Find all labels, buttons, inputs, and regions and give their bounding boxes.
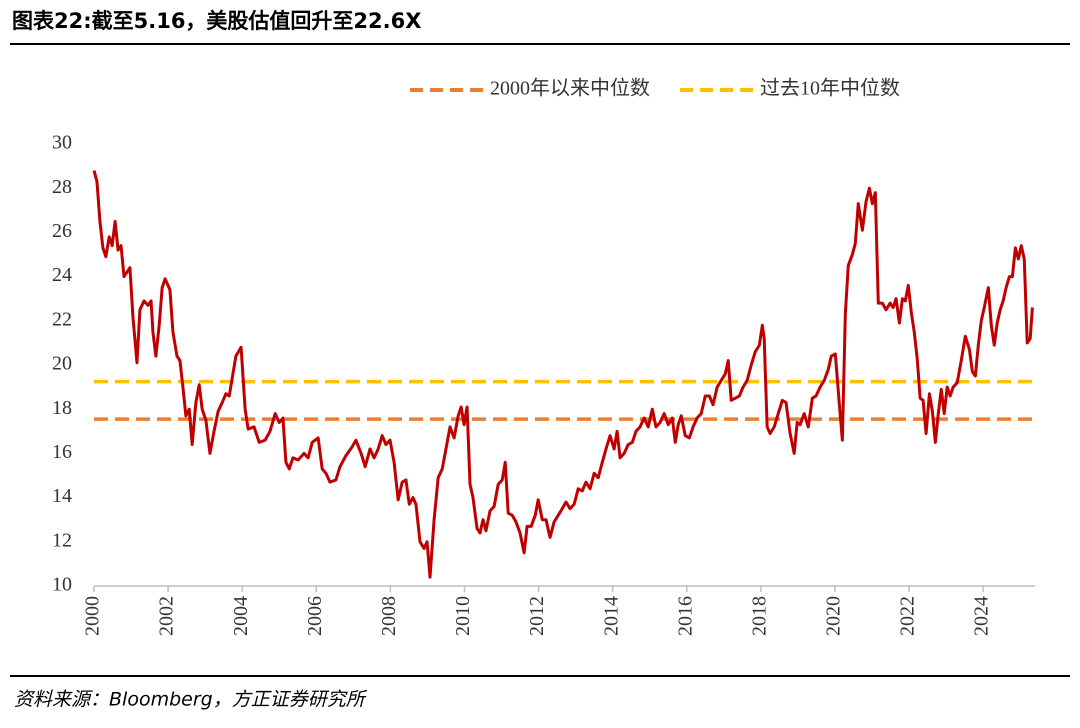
series-line	[92, 170, 1034, 579]
x-tick-label: 2014	[600, 596, 622, 636]
y-tick-label: 28	[52, 176, 72, 198]
y-tick-label: 12	[52, 529, 72, 551]
x-tick-label: 2016	[674, 596, 696, 636]
y-tick-label: 16	[52, 441, 72, 463]
x-tick-label: 2006	[304, 596, 326, 636]
legend-label: 2000年以来中位数	[490, 77, 650, 100]
y-tick-label: 24	[52, 264, 72, 286]
y-tick-label: 22	[52, 308, 72, 330]
y-tick-label: 20	[52, 353, 72, 375]
y-tick-label: 18	[52, 397, 72, 419]
x-tick-label: 2012	[526, 596, 548, 636]
x-tick-label: 2024	[971, 596, 993, 636]
x-tick-label: 2000	[82, 596, 104, 636]
legend-label: 过去10年中位数	[760, 77, 900, 100]
x-tick-label: 2004	[230, 596, 252, 636]
y-tick-label: 14	[52, 485, 72, 507]
x-tick-label: 2002	[156, 596, 178, 636]
chart-title: 图表22:截至5.16，美股估值回升至22.6X	[12, 9, 421, 33]
source: 资料来源：Bloomberg，方正证券研究所	[14, 689, 368, 711]
x-tick-label: 2018	[748, 596, 770, 636]
x-tick-label: 2008	[378, 596, 400, 636]
y-tick-label: 30	[52, 132, 72, 154]
x-tick-label: 2010	[452, 596, 474, 636]
y-tick-label: 10	[52, 574, 72, 596]
x-tick-label: 2020	[823, 596, 845, 636]
y-tick-label: 26	[52, 220, 72, 242]
x-tick-label: 2022	[897, 596, 919, 636]
